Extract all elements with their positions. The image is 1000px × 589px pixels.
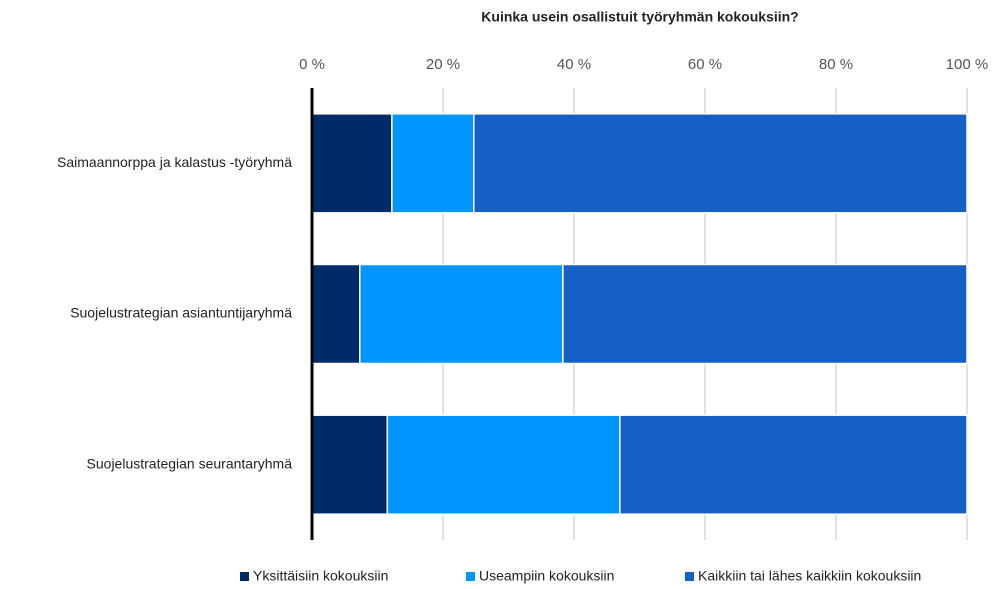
legend-label: Yksittäisiin kokouksiin [253, 568, 388, 584]
y-tick-label: Saimaannorppa ja kalastus -työryhmä [57, 154, 292, 170]
x-tick-label: 60 % [688, 56, 722, 73]
bar-segment [311, 414, 389, 515]
legend-label: Useampiin kokouksiin [479, 568, 614, 584]
bar-segment [619, 414, 968, 515]
legend-swatch [466, 572, 475, 581]
x-tick-label: 40 % [557, 56, 591, 73]
x-tick-label: 80 % [819, 56, 853, 73]
x-tick-label: 20 % [426, 56, 460, 73]
bar-segment [391, 113, 475, 214]
legend-label: Kaikkiin tai lähes kaikkiin kokouksiin [698, 568, 921, 584]
y-tick-label: Suojelustrategian seurantaryhmä [87, 455, 293, 471]
bar-segment [473, 113, 968, 214]
bar-segment [386, 414, 621, 515]
x-tick-label: 100 % [946, 56, 989, 73]
bar-segment [311, 263, 361, 365]
legend-swatch [240, 572, 249, 581]
bar-segment [359, 263, 564, 365]
chart-title: Kuinka usein osallistuit työryhmän kokou… [481, 9, 798, 25]
y-tick-label: Suojelustrategian asiantuntijaryhmä [70, 305, 292, 321]
bar-segment [311, 113, 393, 214]
bar-segment [562, 263, 968, 365]
x-tick-label: 0 % [299, 56, 325, 73]
legend-swatch [685, 572, 694, 581]
